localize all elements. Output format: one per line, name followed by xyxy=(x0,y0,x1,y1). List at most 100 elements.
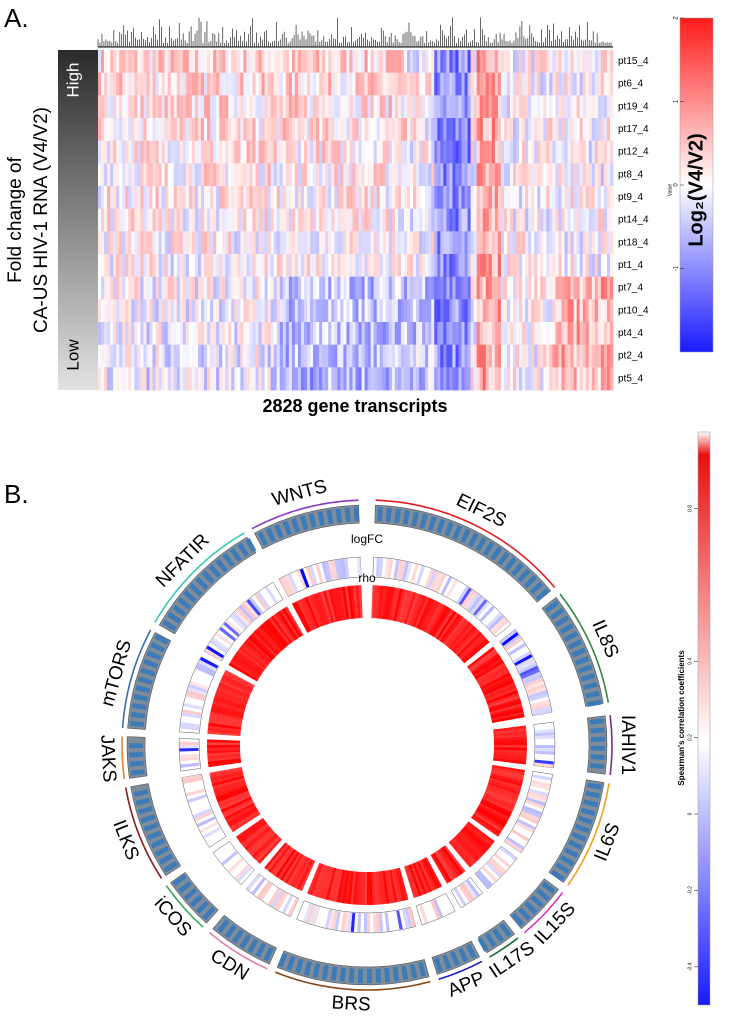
heatmap-cell xyxy=(331,231,335,255)
heatmap-cell xyxy=(476,118,481,142)
heatmap-cell xyxy=(104,231,108,255)
heatmap-cell xyxy=(403,72,408,96)
heatmap-cell xyxy=(173,50,178,74)
heatmap-cell xyxy=(149,118,153,142)
heatmap-cell xyxy=(588,72,593,96)
heatmap-cell xyxy=(349,254,353,278)
heatmap-cell xyxy=(522,344,526,368)
heatmap-cell xyxy=(503,208,508,232)
track-cell xyxy=(162,619,177,631)
rho-cell xyxy=(451,837,477,864)
heatmap-cell xyxy=(207,140,211,164)
heatmap-cell xyxy=(382,367,387,391)
heatmap-cell xyxy=(182,254,187,278)
heatmap-cell xyxy=(319,208,323,232)
rho-cell xyxy=(213,698,246,710)
track-cell xyxy=(394,508,401,524)
heatmap-cell xyxy=(204,186,208,210)
rho-cell xyxy=(210,771,244,781)
heatmap-cell xyxy=(464,95,468,119)
heatmap-cell xyxy=(240,276,244,300)
heatmap-cell xyxy=(143,186,147,210)
heatmap-cell xyxy=(134,254,138,278)
heatmap-cell xyxy=(258,140,262,164)
heatmap-cell xyxy=(361,322,365,346)
heatmap-cell xyxy=(585,95,590,119)
track-cell xyxy=(559,854,575,867)
heatmap-cell xyxy=(482,118,487,142)
rho-cell xyxy=(416,597,433,629)
heatmap-cell xyxy=(543,208,547,232)
heatmap-cell xyxy=(394,299,399,323)
heatmap-cell xyxy=(552,208,556,232)
heatmap-cell xyxy=(497,72,502,96)
logfc-cell xyxy=(182,774,202,781)
heatmap-cell xyxy=(413,95,417,119)
heatmap-cell xyxy=(291,95,296,119)
heatmap-cell xyxy=(606,95,611,119)
heatmap-cell xyxy=(101,231,105,255)
heatmap-cell xyxy=(307,95,311,119)
heatmap-cell xyxy=(276,72,281,96)
logfc-cell xyxy=(182,777,203,784)
heatmap-cell xyxy=(343,140,347,164)
heatmap-cell xyxy=(288,208,293,232)
heatmap-cell xyxy=(304,254,308,278)
heatmap-cell xyxy=(294,322,299,346)
heatmap-cell xyxy=(440,186,444,210)
heatmap-cell xyxy=(425,299,429,323)
heatmap-cell xyxy=(491,367,496,391)
heatmap-cell xyxy=(104,367,108,391)
heatmap-cell xyxy=(349,95,353,119)
rho-cell xyxy=(333,587,343,621)
heatmap-cell xyxy=(128,322,132,346)
heatmap-cell xyxy=(191,72,196,96)
heatmap-cell xyxy=(588,140,593,164)
heatmap-cell xyxy=(143,276,147,300)
heatmap-cell xyxy=(373,299,378,323)
heatmap-cell xyxy=(285,322,290,346)
heatmap-cell xyxy=(216,299,220,323)
logfc-cell xyxy=(334,559,341,580)
heatmap-cell xyxy=(582,50,587,74)
heatmap-cell xyxy=(558,72,562,96)
logfc-cell xyxy=(187,687,207,696)
heatmap-cell xyxy=(322,163,326,187)
heatmap-cell xyxy=(570,344,575,368)
logfc-cell xyxy=(519,813,539,825)
rho-cell xyxy=(378,585,384,619)
heatmap-cell xyxy=(364,72,369,96)
heatmap-cell xyxy=(331,140,335,164)
heatmap-cell xyxy=(597,367,602,391)
heatmap-cell xyxy=(400,118,405,142)
fold-change-bar xyxy=(58,50,98,390)
heatmap-cell xyxy=(340,163,344,187)
rho-cell xyxy=(465,823,494,846)
rho-cell xyxy=(331,588,341,622)
heatmap-cell xyxy=(358,118,362,142)
heatmap-cell xyxy=(525,231,529,255)
heatmap-cell xyxy=(440,163,444,187)
rho-cell xyxy=(456,631,483,657)
track-cell xyxy=(367,968,372,983)
heatmap-cell xyxy=(185,50,190,74)
heatmap-cell xyxy=(279,208,284,232)
heatmap-cell xyxy=(322,186,326,210)
heatmap-cell xyxy=(410,140,414,164)
track-cell xyxy=(295,958,304,974)
heatmap-cell xyxy=(388,367,393,391)
logfc-cell xyxy=(179,741,199,745)
logfc-cell xyxy=(463,881,478,899)
heatmap-cell xyxy=(204,95,208,119)
heatmap-cell xyxy=(307,118,311,142)
heatmap-cell xyxy=(461,163,465,187)
heatmap-cell xyxy=(382,72,387,96)
heatmap-cell xyxy=(258,95,262,119)
heatmap-cell xyxy=(464,322,468,346)
heatmap-cell xyxy=(516,344,520,368)
logfc-cell xyxy=(488,614,505,631)
heatmap-cell xyxy=(376,322,381,346)
heatmap-cell xyxy=(210,163,214,187)
heatmap-cell xyxy=(576,208,581,232)
heatmap-cell xyxy=(343,276,347,300)
